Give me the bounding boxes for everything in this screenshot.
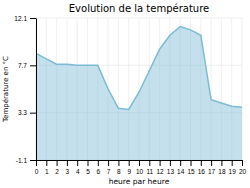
y-tick-mark: [30, 65, 36, 66]
chart: 01234567891011121314151617181920-1.13.37…: [0, 0, 250, 188]
x-tick-mark: [221, 160, 222, 166]
y-tick: -1.1: [16, 157, 36, 164]
x-tick: 0: [35, 160, 39, 175]
x-tick: 19: [229, 160, 237, 175]
x-tick: 2: [55, 160, 59, 175]
y-tick: 12.1: [14, 15, 36, 22]
y-tick-label: 12.1: [14, 15, 27, 22]
x-tick-mark: [88, 160, 89, 166]
x-tick: 6: [96, 160, 100, 175]
y-axis: -1.1 3.3 7.7 12.1: [14, 15, 36, 164]
x-tick-label: 16: [198, 168, 206, 175]
x-tick-mark: [232, 160, 233, 166]
x-tick: 8: [117, 160, 121, 175]
x-tick-mark: [129, 160, 130, 166]
x-tick-mark: [160, 160, 161, 166]
x-axis: 01234567891011121314151617181920: [35, 160, 247, 175]
y-tick-label: 3.3: [18, 109, 27, 116]
x-tick-label: 13: [167, 168, 175, 175]
x-tick-label: 17: [208, 168, 216, 175]
x-tick: 10: [136, 160, 144, 175]
x-tick-label: 11: [146, 168, 153, 175]
y-axis-title: Température en °C: [2, 56, 10, 123]
x-tick-label: 5: [86, 168, 90, 175]
x-tick: 3: [66, 160, 70, 175]
x-tick-mark: [118, 160, 119, 166]
x-tick-label: 1: [45, 168, 49, 175]
x-tick: 9: [127, 160, 131, 175]
x-tick: 18: [218, 160, 226, 175]
x-tick-label: 2: [55, 168, 59, 175]
x-tick-label: 9: [127, 168, 131, 175]
x-tick-label: 18: [218, 168, 226, 175]
x-tick: 16: [198, 160, 206, 175]
x-tick-mark: [139, 160, 140, 166]
x-tick-mark: [211, 160, 212, 166]
y-tick-mark: [30, 113, 36, 114]
x-tick-mark: [57, 160, 58, 166]
grid-line: [36, 18, 37, 160]
x-tick-mark: [108, 160, 109, 166]
x-axis-title: heure par heure: [109, 177, 170, 186]
x-tick-mark: [149, 160, 150, 166]
area: [36, 27, 242, 160]
x-tick: 20: [239, 160, 247, 175]
grid-line: [36, 18, 242, 19]
x-tick-label: 15: [187, 168, 195, 175]
y-tick-mark: [30, 18, 36, 19]
grid: [36, 18, 242, 160]
x-tick: 11: [146, 160, 153, 175]
x-tick-label: 4: [76, 168, 80, 175]
plot: 01234567891011121314151617181920-1.13.37…: [14, 15, 246, 175]
x-tick: 7: [107, 160, 111, 175]
y-tick-label: 7.7: [18, 62, 27, 69]
x-tick-label: 8: [117, 168, 121, 175]
x-tick-mark: [242, 160, 243, 166]
x-tick-mark: [170, 160, 171, 166]
x-tick-label: 10: [136, 168, 144, 175]
y-tick: 3.3: [18, 109, 36, 116]
x-tick: 17: [208, 160, 216, 175]
line: [36, 27, 242, 110]
x-tick: 12: [156, 160, 164, 175]
x-tick-label: 6: [96, 168, 100, 175]
x-tick-label: 12: [156, 168, 164, 175]
x-tick-label: 20: [239, 168, 247, 175]
y-axis-line: [36, 19, 37, 161]
marks: [36, 27, 242, 160]
x-tick-mark: [36, 160, 37, 166]
x-tick-mark: [98, 160, 99, 166]
x-tick-label: 3: [66, 168, 70, 175]
x-tick-label: 7: [107, 168, 111, 175]
x-tick: 13: [167, 160, 175, 175]
x-tick: 1: [45, 160, 49, 175]
x-tick-label: 19: [229, 168, 237, 175]
x-tick: 15: [187, 160, 195, 175]
y-tick: 7.7: [18, 62, 36, 69]
x-tick: 14: [177, 160, 185, 175]
x-tick-mark: [180, 160, 181, 166]
x-tick-mark: [201, 160, 202, 166]
x-tick-label: 0: [35, 168, 39, 175]
x-tick-mark: [67, 160, 68, 166]
y-tick-label: -1.1: [16, 157, 28, 164]
x-tick-mark: [191, 160, 192, 166]
x-tick: 4: [76, 160, 80, 175]
y-tick-mark: [30, 160, 36, 161]
x-tick-mark: [46, 160, 47, 166]
title: Evolution de la température: [69, 3, 209, 14]
x-tick-label: 14: [177, 168, 185, 175]
x-tick: 5: [86, 160, 90, 175]
x-tick-mark: [77, 160, 78, 166]
